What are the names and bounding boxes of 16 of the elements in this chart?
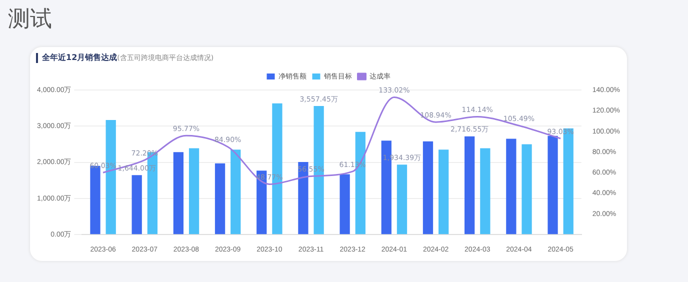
bar <box>188 148 200 234</box>
bar <box>438 150 449 234</box>
bar <box>132 175 142 234</box>
page-heading: 测试 <box>8 6 52 34</box>
bar <box>230 150 241 234</box>
bar <box>340 174 350 234</box>
bar <box>480 148 490 234</box>
bar <box>464 136 475 234</box>
bar <box>173 152 184 234</box>
bar <box>506 138 516 234</box>
bar <box>422 141 434 234</box>
chart-title: 全年近12月销售达成 <box>42 53 118 62</box>
bar <box>214 163 226 234</box>
bar <box>396 164 408 234</box>
bar <box>522 144 532 234</box>
bar <box>548 136 558 234</box>
